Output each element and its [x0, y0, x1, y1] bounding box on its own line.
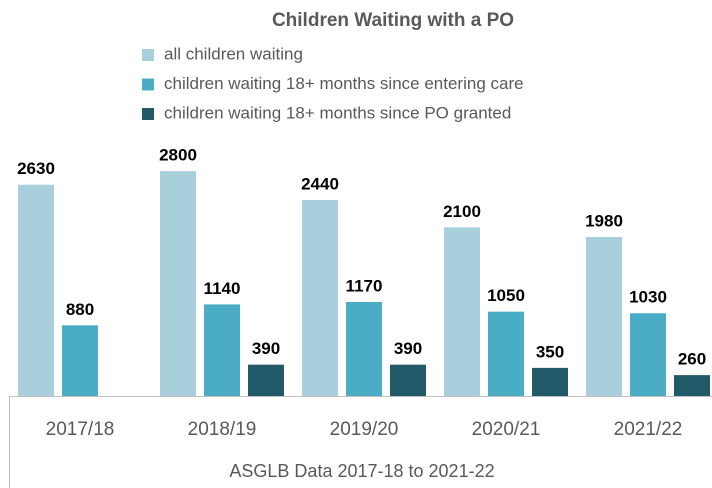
bar: [302, 199, 338, 396]
bar: [18, 184, 54, 396]
x-tick-label: 2021/22: [614, 419, 683, 440]
legend-swatch: [142, 78, 154, 91]
bar: [62, 325, 98, 396]
x-axis-title: ASGLB Data 2017-18 to 2021-22: [229, 461, 494, 481]
data-label: 1170: [346, 276, 383, 295]
legend-swatch: [142, 49, 154, 61]
data-label: 390: [252, 339, 280, 358]
bar: [674, 375, 710, 396]
x-tick-label: 2020/21: [472, 419, 541, 440]
legend-swatch: [142, 108, 154, 120]
bar: [586, 236, 622, 396]
bar: [630, 313, 666, 396]
data-label: 350: [536, 342, 564, 361]
bar: [346, 302, 382, 396]
data-label: 1030: [629, 288, 667, 307]
data-label: 2630: [17, 159, 55, 178]
data-label: 2800: [159, 146, 197, 165]
bar: [248, 364, 284, 396]
data-label: 1140: [204, 279, 241, 298]
data-label: 1050: [487, 286, 525, 305]
x-tick-label: 2019/20: [330, 419, 399, 440]
bar: [488, 311, 524, 396]
bar: [532, 367, 568, 396]
legend-label: children waiting 18+ months since enteri…: [164, 74, 524, 93]
legend-label: all children waiting: [164, 44, 303, 63]
chart-title: Children Waiting with a PO: [272, 10, 514, 31]
data-label: 390: [394, 339, 422, 358]
data-label: 2100: [443, 202, 481, 221]
data-label: 1980: [585, 211, 623, 230]
x-tick-label: 2017/18: [46, 419, 115, 440]
x-tick-label: 2018/19: [188, 419, 257, 440]
data-label: 2440: [301, 174, 339, 193]
data-label: 260: [678, 350, 706, 369]
bar: [204, 304, 240, 396]
legend-label: children waiting 18+ months since PO gra…: [164, 103, 511, 122]
bar: [160, 171, 196, 396]
data-label: 880: [66, 300, 94, 319]
bar: [444, 227, 480, 396]
bar: [390, 364, 426, 396]
